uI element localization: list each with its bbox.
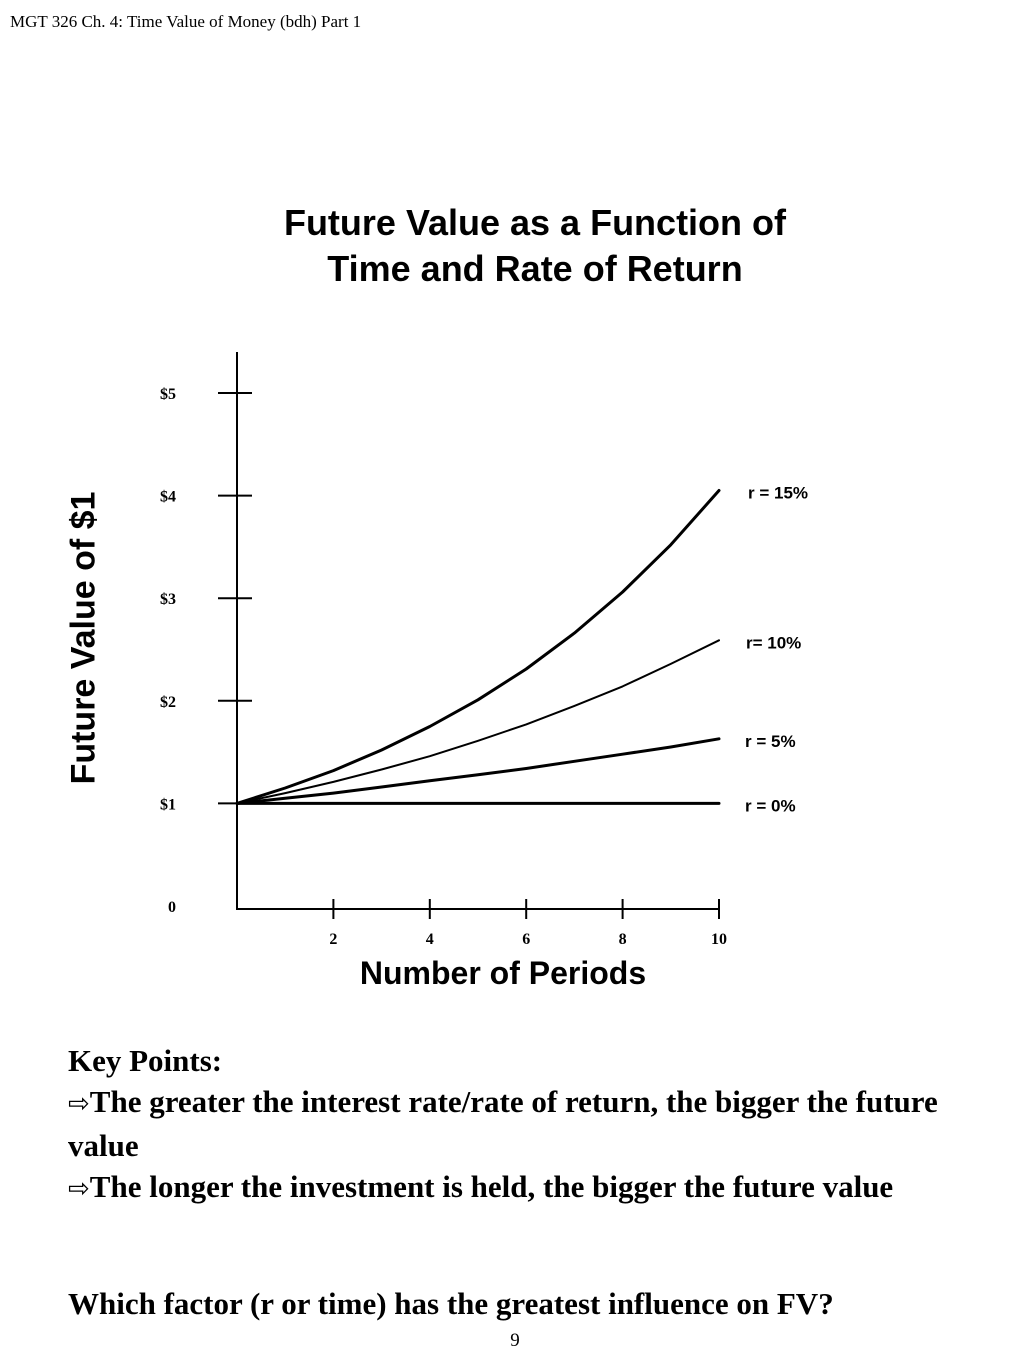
series-label: r = 5% (745, 732, 796, 751)
series-label: r = 15% (748, 483, 808, 502)
series-label: r = 0% (745, 796, 796, 815)
x-axis-label: Number of Periods (359, 955, 647, 991)
y-tick-label: 0 (168, 899, 176, 916)
x-tick-label: 10 (711, 931, 727, 948)
page-number: 9 (510, 1330, 520, 1351)
x-tick-label: 6 (522, 931, 530, 948)
y-axis-label: Future Value of $1 (64, 491, 103, 785)
key-point-item: ⇨The greater the interest rate/rate of r… (68, 1081, 968, 1166)
x-tick-label: 2 (329, 931, 337, 948)
key-points-heading: Key Points: (68, 1043, 223, 1078)
y-tick-label: $1 (160, 796, 176, 813)
series-label: r= 10% (746, 633, 801, 652)
key-point-text: The longer the investment is held, the b… (89, 1169, 894, 1204)
y-tick-label: $3 (160, 591, 176, 608)
key-points: Key Points: ⇨The greater the interest ra… (68, 1040, 968, 1210)
series-line (235, 737, 721, 805)
chart-title: Future Value as a Function of Time and R… (200, 200, 870, 292)
y-tick-label: $2 (160, 694, 176, 711)
question-text: Which factor (r or time) has the greates… (68, 1286, 834, 1321)
y-tick-label: $5 (160, 386, 176, 403)
document-header: MGT 326 Ch. 4: Time Value of Money (bdh)… (10, 12, 362, 31)
series-line (235, 489, 721, 805)
chart-title-line-2: Time and Rate of Return (327, 248, 743, 289)
right-arrow-icon: ⇨ (68, 1174, 90, 1204)
key-point-text: The greater the interest rate/rate of re… (68, 1084, 938, 1163)
x-tick-label: 8 (619, 931, 627, 948)
x-tick-label: 4 (426, 931, 434, 948)
chart-title-line-1: Future Value as a Function of (283, 202, 787, 243)
y-tick-label: $4 (160, 489, 176, 506)
key-point-item: ⇨The longer the investment is held, the … (68, 1166, 968, 1210)
future-value-chart: 0 $1 $2 $3 $4 $5 2 4 6 8 10 r = 0% r = 5% r= 10% r = 1… (160, 352, 808, 948)
series-line (236, 639, 720, 805)
right-arrow-icon: ⇨ (68, 1089, 90, 1119)
